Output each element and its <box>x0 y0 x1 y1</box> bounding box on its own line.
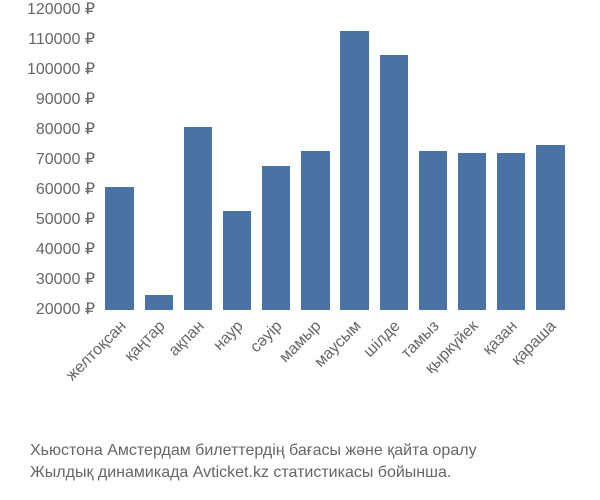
y-tick-label: 30000 ₽ <box>0 272 95 288</box>
bar <box>419 151 447 310</box>
x-tick-label: наур <box>211 318 247 354</box>
chart-container: Хьюстона Амстердам билеттердің бағасы жә… <box>0 0 600 500</box>
bar <box>262 166 290 310</box>
x-tick-label: қаңтар <box>122 318 168 364</box>
y-tick-label: 80000 ₽ <box>0 122 95 138</box>
x-tick-label: желтоқсан <box>63 318 129 384</box>
chart-caption: Хьюстона Амстердам билеттердің бағасы жә… <box>30 440 590 483</box>
y-tick-label: 50000 ₽ <box>0 212 95 228</box>
y-tick-label: 40000 ₽ <box>0 242 95 258</box>
bar <box>301 151 329 310</box>
y-tick-label: 120000 ₽ <box>0 2 95 18</box>
y-tick-label: 60000 ₽ <box>0 182 95 198</box>
bar <box>223 211 251 310</box>
caption-line-2: Жылдық динамикада Avticket.kz статистика… <box>30 462 590 484</box>
y-tick-label: 110000 ₽ <box>0 32 95 48</box>
x-tick-label: ақпан <box>166 318 207 359</box>
x-tick-label: шілде <box>361 318 403 360</box>
y-tick-label: 70000 ₽ <box>0 152 95 168</box>
y-tick-label: 20000 ₽ <box>0 302 95 318</box>
bar <box>184 127 212 310</box>
bar <box>458 153 486 311</box>
bar <box>340 31 368 310</box>
bar <box>536 145 564 310</box>
bar <box>497 153 525 311</box>
y-tick-label: 90000 ₽ <box>0 92 95 108</box>
bar <box>105 187 133 310</box>
caption-line-1: Хьюстона Амстердам билеттердің бағасы жә… <box>30 440 590 462</box>
bar <box>380 55 408 310</box>
y-tick-label: 100000 ₽ <box>0 62 95 78</box>
bar <box>145 295 173 310</box>
